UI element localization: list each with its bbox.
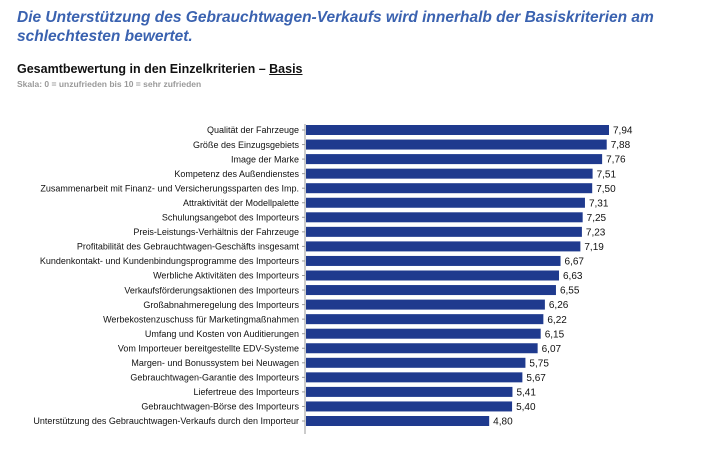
bar [306, 343, 538, 354]
value-label: 4,80 [493, 417, 513, 428]
subtitle-highlight: Basis [269, 62, 303, 76]
category-label: Zusammenarbeit mit Finanz- und Versicher… [40, 183, 299, 193]
category-label: Großabnahmeregelung des Importeurs [143, 300, 299, 310]
value-label: 5,75 [529, 358, 549, 369]
value-label: 6,67 [565, 257, 585, 268]
value-label: 7,25 [587, 213, 607, 224]
bar [306, 299, 545, 310]
value-label: 5,41 [516, 388, 536, 399]
bar [306, 125, 609, 135]
bar-chart: Qualität der Fahrzeuge 7,94 Größe des Einz… [33, 124, 633, 434]
value-label: 7,19 [584, 242, 604, 253]
category-label: Größe des Einzugsgebiets [193, 140, 300, 150]
bar [306, 328, 541, 339]
scale-note: Skala: 0 = unzufrieden bis 10 = sehr zuf… [17, 79, 202, 89]
bar [306, 139, 607, 150]
category-label: Werbliche Aktivitäten des Importeurs [153, 271, 299, 281]
bar [306, 401, 513, 412]
category-label: Gebrauchtwagen-Garantie des Importeurs [130, 373, 299, 383]
bar [306, 416, 490, 426]
category-label: Verkaufsförderungsaktionen des Importeur… [124, 285, 299, 295]
value-label: 7,76 [606, 155, 626, 166]
bar [306, 285, 556, 296]
value-label: 6,26 [549, 300, 569, 311]
bar [306, 241, 581, 252]
value-label: 6,07 [542, 344, 562, 355]
chart-subtitle: Gesamtbewertung in den Einzelkriterien –… [17, 62, 303, 76]
value-label: 7,94 [613, 126, 633, 137]
category-label: Image der Marke [231, 154, 299, 164]
category-label: Umfang und Kosten von Auditierungen [145, 329, 299, 339]
value-label: 7,50 [596, 184, 616, 195]
value-label: 7,88 [611, 140, 631, 151]
bar [306, 314, 544, 325]
value-label: 5,40 [516, 402, 536, 413]
category-label: Preis-Leistungs-Verhältnis der Fahrzeuge [133, 227, 299, 237]
category-label: Profitabilität des Gebrauchtwagen-Geschä… [77, 242, 300, 252]
headline: Die Unterstützung des Gebrauchtwagen-Ver… [17, 9, 654, 45]
category-label: Liefertreue des Importeurs [193, 387, 299, 397]
bar [306, 168, 593, 179]
bar [306, 270, 560, 281]
category-label: Kompetenz des Außendienstes [174, 169, 299, 179]
category-label: Werbekostenzuschuss für Marketingmaßnahm… [103, 314, 299, 324]
bar [306, 372, 523, 383]
value-label: 5,67 [526, 373, 546, 384]
bar [306, 226, 582, 237]
bar [306, 212, 583, 223]
bar [306, 183, 593, 194]
value-label: 6,22 [547, 315, 567, 326]
value-label: 7,31 [589, 198, 609, 209]
category-label: Margen- und Bonussystem bei Neuwagen [131, 358, 299, 368]
category-label: Schulungsangebot des Importeurs [162, 213, 300, 223]
value-label: 7,23 [586, 227, 606, 238]
category-label: Attraktivität der Modellpalette [183, 198, 299, 208]
category-label: Unterstützung des Gebrauchtwagen-Verkauf… [33, 416, 299, 426]
bar [306, 197, 585, 208]
bar [306, 154, 603, 165]
category-label: Vom Importeuer bereitgestellte EDV-Syste… [118, 343, 299, 353]
subtitle-prefix: Gesamtbewertung in den Einzelkriterien – [17, 62, 270, 76]
bar [306, 255, 561, 266]
category-label: Kundenkontakt- und Kundenbindungsprogram… [40, 256, 300, 266]
bar [306, 357, 526, 368]
value-label: 6,55 [560, 286, 580, 297]
value-label: 6,15 [545, 329, 565, 340]
value-label: 7,51 [597, 169, 617, 180]
category-label: Gebrauchtwagen-Börse des Importeurs [141, 402, 299, 412]
category-label: Qualität der Fahrzeuge [207, 125, 299, 135]
bar [306, 386, 513, 397]
value-label: 6,63 [563, 271, 583, 282]
